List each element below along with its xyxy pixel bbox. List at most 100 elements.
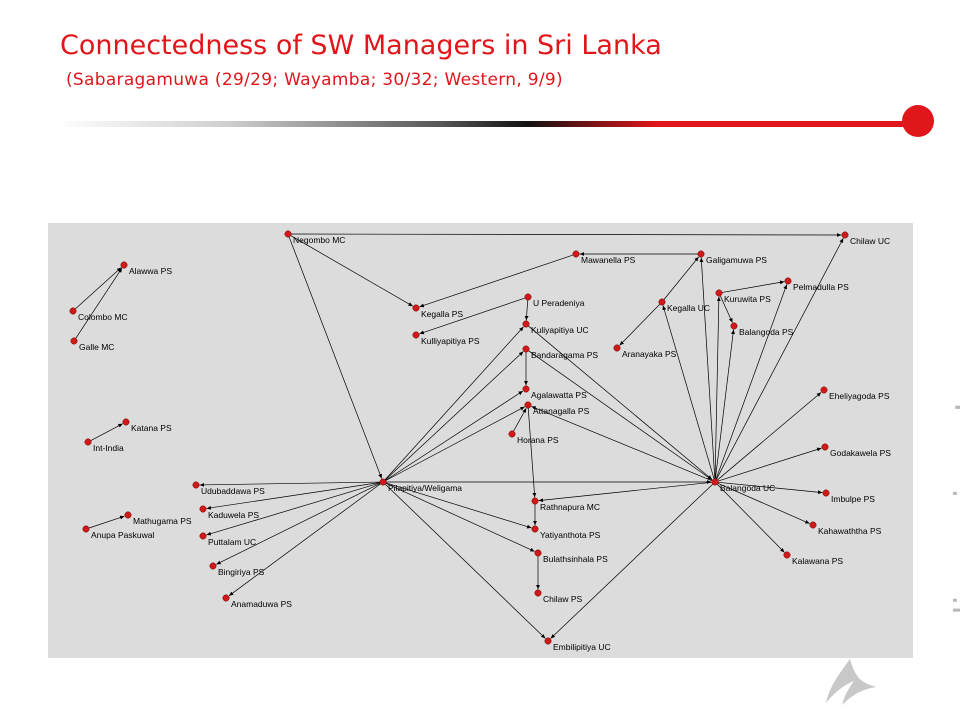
- node-puttalam-uc: [199, 532, 207, 540]
- node-label-kahawaththa-ps: Kahawaththa PS: [818, 526, 882, 536]
- node-label-imbulpe-ps: Imbulpe PS: [831, 494, 875, 504]
- node-bingiriya-ps: [209, 562, 217, 570]
- node-imbulpe-ps: [822, 489, 830, 497]
- node-rathnapura-mc: [531, 497, 539, 505]
- edge-balangoda-uc-to-galigamuwa-ps: [699, 257, 716, 479]
- node-label-pelmadulla-ps: Pelmadulla PS: [793, 282, 849, 292]
- node-label-katana-ps: Katana PS: [131, 423, 172, 433]
- edge-pilapitiya-weligama-to-agalawatta-ps: [385, 390, 524, 481]
- edge-pilapitiya-weligama-to-anamaduwa-ps: [228, 483, 381, 597]
- node-kalawana-ps: [783, 551, 791, 559]
- node-label-eheliyagoda-ps: Eheliyagoda PS: [829, 391, 890, 401]
- edge-balangoda-uc-to-godakawela-ps: [717, 447, 822, 482]
- edge-balangoda-uc-to-rathnapura-mc: [538, 481, 712, 503]
- node-embilipitiya-uc: [544, 637, 552, 645]
- node-aranayaka-ps: [613, 344, 621, 352]
- node-balangoda-ps: [730, 322, 738, 330]
- edge-horana-ps-to-attanagalla-ps: [513, 408, 527, 432]
- node-label-pilapitiya-weligama: Pilapitiya/Weligama: [388, 483, 462, 493]
- edge-kuruwita-ps-to-balangoda-ps: [720, 295, 733, 323]
- edge-balangoda-uc-to-balangoda-ps: [715, 329, 735, 479]
- node-label-chilaw-ps: Chilaw PS: [543, 594, 583, 604]
- node-label-udubaddawa-ps: Udubaddawa PS: [201, 486, 265, 496]
- node-label-kalawana-ps: Kalawana PS: [792, 556, 843, 566]
- edge-balangoda-uc-to-eheliyagoda-ps: [717, 392, 822, 481]
- node-label-bulathsinhala-ps: Bulathsinhala PS: [543, 554, 608, 564]
- edge-mawanella-ps-to-kegalla-ps: [419, 254, 574, 308]
- node-anupa-paskuwal: [82, 525, 90, 533]
- node-chilaw-ps: [534, 589, 542, 597]
- edge-pilapitiya-weligama-to-bulathsinhala-ps: [385, 483, 535, 552]
- node-label-u-peradeniya: U Peradeniya: [533, 298, 585, 308]
- node-label-kuliyapitiya-uc: Kuliyapitiya UC: [531, 325, 589, 335]
- page-subtitle: (Sabaragamuwa (29/29; Wayamba; 30/32; We…: [66, 70, 563, 90]
- node-kaduwela-ps: [199, 505, 207, 513]
- node-pilapitiya-weligama: [379, 478, 387, 486]
- node-galigamuwa-ps: [697, 250, 705, 258]
- node-label-godakawela-ps: Godakawela PS: [830, 448, 891, 458]
- edge-balangoda-uc-to-kegalla-uc: [662, 305, 715, 480]
- node-label-kegalla-ps: Kegalla PS: [421, 309, 463, 319]
- node-udubaddawa-ps: [192, 481, 200, 489]
- node-label-anupa-paskuwal: Anupa Paskuwal: [91, 530, 154, 540]
- edge-negombo-mc-to-chilaw-uc: [291, 233, 842, 237]
- node-pelmadulla-ps: [784, 277, 792, 285]
- node-int-india: [84, 438, 92, 446]
- edge-pilapitiya-weligama-to-attanagalla-ps: [385, 406, 525, 481]
- node-label-puttalam-uc: Puttalam UC: [208, 537, 256, 547]
- node-mawanella-ps: [572, 250, 580, 258]
- node-agalawatta-ps: [522, 385, 530, 393]
- node-label-aranayaka-ps: Aranayaka PS: [622, 349, 677, 359]
- lirneasia-logo-icon: [826, 659, 876, 705]
- node-label-int-india: Int-India: [93, 443, 124, 453]
- node-kegalla-uc: [658, 298, 666, 306]
- edge-anupa-paskuwal-to-mathugama-ps: [88, 515, 125, 529]
- edge-pilapitiya-weligama-to-embilipitiya-uc: [385, 483, 546, 639]
- edge-bandaragama-ps-to-balangoda-uc: [528, 350, 713, 481]
- node-label-kaduwela-ps: Kaduwela PS: [208, 510, 259, 520]
- node-label-anamaduwa-ps: Anamaduwa PS: [231, 599, 292, 609]
- node-label-colombo-mc: Colombo MC: [78, 312, 128, 322]
- node-kulliyapitiya-ps: [412, 331, 420, 339]
- network-diagram: Negombo MC Chilaw UC Alawwa PS Colombo MC Ga…: [69, 230, 891, 652]
- node-label-mawanella-ps: Mawanella PS: [581, 255, 636, 265]
- node-label-bingiriya-ps: Bingiriya PS: [218, 567, 265, 577]
- node-label-kegalla-uc: Kegalla UC: [667, 303, 710, 313]
- node-balangoda-uc: [711, 478, 719, 486]
- node-label-negombo-mc: Negombo MC: [293, 235, 345, 245]
- node-kahawaththa-ps: [809, 521, 817, 529]
- node-u-peradeniya: [524, 293, 532, 301]
- network-nodes: Negombo MC Chilaw UC Alawwa PS Colombo MC Ga…: [69, 230, 891, 652]
- node-label-galigamuwa-ps: Galigamuwa PS: [706, 255, 767, 265]
- edge-balangoda-uc-to-kahawaththa-ps: [717, 482, 810, 524]
- edge-kegalla-uc-to-galigamuwa-ps: [663, 256, 699, 300]
- header-divider-dot: [902, 105, 934, 137]
- edge-u-peradeniya-to-kuliyapitiya-uc: [524, 300, 529, 321]
- node-chilaw-uc: [841, 231, 849, 239]
- node-kuliyapitiya-uc: [522, 320, 530, 328]
- edge-negombo-mc-to-kegalla-ps: [290, 235, 413, 307]
- node-yatiyanthota-ps: [531, 525, 539, 533]
- node-katana-ps: [122, 418, 130, 426]
- brand-watermark: www.lirneasia.net: [948, 398, 960, 708]
- edge-pilapitiya-weligama-to-yatiyanthota-ps: [385, 482, 532, 529]
- node-label-kuruwita-ps: Kuruwita PS: [724, 294, 771, 304]
- edge-pilapitiya-weligama-to-puttalam-uc: [206, 482, 381, 536]
- node-godakawela-ps: [821, 443, 829, 451]
- node-label-alawwa-ps: Alawwa PS: [129, 266, 172, 276]
- edge-u-peradeniya-to-kulliyapitiya-ps: [419, 297, 526, 335]
- node-attanagalla-ps: [524, 401, 532, 409]
- network-edges: [75, 233, 844, 639]
- node-label-mathugama-ps: Mathugama PS: [133, 516, 192, 526]
- edge-colombo-mc-to-alawwa-ps: [75, 267, 122, 310]
- edge-balangoda-uc-to-pelmadulla-ps: [715, 284, 788, 480]
- edge-kegalla-uc-to-aranayaka-ps: [619, 304, 661, 346]
- edge-balangoda-uc-to-imbulpe-ps: [718, 481, 823, 495]
- edge-attanagalla-ps-to-rathnapura-mc: [527, 408, 537, 498]
- header-divider: [55, 121, 915, 127]
- node-label-bandaragama-ps: Bandaragama PS: [531, 350, 598, 360]
- edge-galle-mc-to-alawwa-ps: [75, 267, 123, 339]
- edge-balangoda-uc-to-kuruwita-ps: [714, 296, 721, 479]
- node-negombo-mc: [284, 230, 292, 238]
- edge-balangoda-uc-to-attanagalla-ps: [531, 406, 713, 482]
